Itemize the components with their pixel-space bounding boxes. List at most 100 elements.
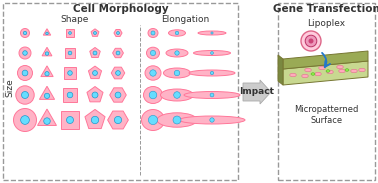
Circle shape — [175, 51, 179, 55]
Circle shape — [174, 70, 180, 76]
Circle shape — [149, 115, 158, 125]
Ellipse shape — [319, 66, 325, 70]
Polygon shape — [90, 47, 100, 57]
Bar — [65, 48, 75, 58]
Ellipse shape — [311, 73, 315, 75]
Circle shape — [151, 31, 155, 35]
FancyArrow shape — [243, 80, 271, 104]
Ellipse shape — [144, 87, 163, 104]
Ellipse shape — [166, 49, 188, 57]
FancyBboxPatch shape — [3, 3, 238, 180]
Circle shape — [44, 93, 50, 98]
Circle shape — [174, 92, 180, 98]
Circle shape — [67, 92, 73, 98]
Polygon shape — [87, 87, 103, 102]
Polygon shape — [114, 29, 122, 36]
Ellipse shape — [327, 70, 333, 74]
Circle shape — [211, 32, 213, 34]
Circle shape — [175, 31, 179, 35]
Ellipse shape — [148, 29, 158, 38]
Circle shape — [116, 32, 119, 34]
Circle shape — [17, 66, 33, 81]
Circle shape — [116, 71, 120, 75]
Circle shape — [23, 51, 27, 55]
Circle shape — [23, 31, 27, 35]
Polygon shape — [91, 29, 99, 36]
Circle shape — [93, 51, 97, 55]
Text: Cell Morphology: Cell Morphology — [73, 4, 168, 14]
Ellipse shape — [315, 72, 321, 76]
Circle shape — [308, 38, 313, 44]
Circle shape — [67, 117, 73, 124]
Bar — [67, 29, 74, 37]
Polygon shape — [39, 86, 54, 99]
Ellipse shape — [147, 47, 160, 59]
Polygon shape — [108, 111, 129, 129]
Ellipse shape — [169, 30, 186, 36]
Polygon shape — [278, 55, 283, 85]
Circle shape — [173, 116, 181, 124]
Circle shape — [46, 32, 48, 35]
Ellipse shape — [305, 68, 311, 72]
Circle shape — [150, 50, 156, 56]
Circle shape — [115, 92, 121, 98]
Ellipse shape — [157, 113, 197, 127]
Polygon shape — [37, 109, 56, 126]
Circle shape — [150, 70, 156, 76]
Polygon shape — [43, 29, 51, 35]
Circle shape — [211, 52, 213, 54]
Bar — [61, 111, 79, 129]
Ellipse shape — [161, 89, 194, 101]
Ellipse shape — [326, 70, 330, 72]
Text: Micropatterned
Surface: Micropatterned Surface — [294, 105, 359, 125]
Circle shape — [116, 51, 120, 55]
Polygon shape — [42, 47, 52, 56]
Circle shape — [14, 109, 37, 132]
Text: Size: Size — [6, 79, 14, 97]
Circle shape — [210, 93, 214, 97]
FancyBboxPatch shape — [278, 3, 375, 180]
Bar — [63, 88, 77, 102]
Ellipse shape — [145, 66, 161, 80]
Circle shape — [22, 92, 28, 98]
Circle shape — [45, 72, 49, 76]
Polygon shape — [88, 66, 102, 79]
Circle shape — [301, 31, 321, 51]
Ellipse shape — [290, 73, 296, 77]
Circle shape — [92, 92, 98, 98]
Ellipse shape — [141, 109, 164, 130]
Circle shape — [44, 118, 50, 124]
Ellipse shape — [189, 70, 235, 76]
Polygon shape — [110, 88, 126, 102]
Circle shape — [305, 35, 317, 47]
Ellipse shape — [179, 116, 245, 124]
Ellipse shape — [194, 51, 231, 55]
Text: Lipoplex: Lipoplex — [307, 20, 345, 29]
Polygon shape — [111, 67, 125, 79]
Polygon shape — [41, 66, 53, 76]
Circle shape — [19, 47, 31, 59]
Circle shape — [115, 116, 122, 124]
Ellipse shape — [351, 69, 357, 73]
Circle shape — [22, 70, 28, 76]
Ellipse shape — [345, 69, 349, 71]
Circle shape — [210, 71, 214, 75]
Ellipse shape — [359, 68, 365, 72]
Polygon shape — [283, 61, 368, 85]
Circle shape — [45, 52, 49, 55]
Polygon shape — [85, 109, 105, 129]
Circle shape — [93, 31, 96, 34]
Text: Elongation: Elongation — [161, 14, 209, 23]
Circle shape — [68, 71, 72, 75]
Circle shape — [68, 51, 72, 55]
Circle shape — [149, 91, 157, 99]
Circle shape — [91, 116, 99, 124]
Polygon shape — [283, 51, 368, 69]
Circle shape — [93, 71, 98, 75]
Circle shape — [20, 29, 29, 38]
Circle shape — [69, 32, 71, 34]
Text: Gene Transfection: Gene Transfection — [273, 4, 378, 14]
Bar — [64, 67, 76, 79]
Circle shape — [210, 118, 214, 122]
Circle shape — [21, 116, 29, 124]
